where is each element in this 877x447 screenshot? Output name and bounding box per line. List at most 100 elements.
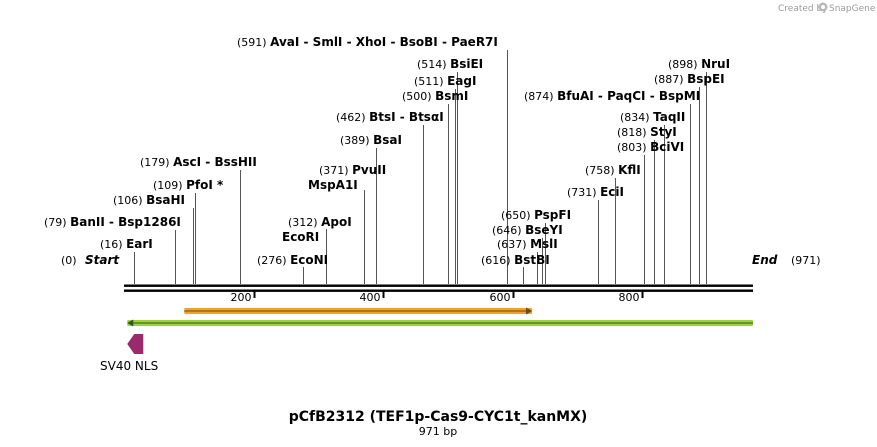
- enzyme-separator: -: [438, 35, 451, 49]
- enzyme-name[interactable]: BtsI: [369, 110, 396, 124]
- cut-site-label[interactable]: (500) BsmI: [402, 89, 468, 103]
- cut-site-position: (591): [237, 36, 270, 49]
- feature-green-bar[interactable]: [127, 319, 753, 327]
- cut-site-position: (898): [668, 58, 701, 71]
- cut-site-label[interactable]: (818) StyI: [617, 125, 677, 139]
- start-position: (0): [61, 254, 77, 267]
- cut-site-position: (276): [257, 254, 290, 267]
- cut-site-label[interactable]: (514) BsiEI: [417, 57, 483, 71]
- cut-site-label[interactable]: (898) NruI: [668, 57, 730, 71]
- cut-site-label[interactable]: (462) BtsI - BtsαI: [336, 110, 444, 124]
- cut-site-label[interactable]: (371) PvuII: [319, 163, 386, 177]
- enzyme-name[interactable]: PspFI: [534, 208, 571, 222]
- plasmid-title: pCfB2312 (TEF1p-Cas9-CYC1t_kanMX): [289, 409, 588, 425]
- cut-site-label[interactable]: (312) ApoI: [288, 215, 352, 229]
- cut-site-position: (312): [288, 216, 321, 229]
- cut-site-label[interactable]: (803) BciVI: [617, 140, 684, 154]
- enzyme-name[interactable]: BspEI: [687, 72, 725, 86]
- cut-site-position: (500): [402, 90, 435, 103]
- enzyme-name[interactable]: PvuII: [352, 163, 386, 177]
- enzyme-name[interactable]: EagI: [447, 74, 476, 88]
- enzyme-name[interactable]: BsoBI: [400, 35, 438, 49]
- enzyme-separator: -: [646, 89, 659, 103]
- cut-site-position: (818): [617, 126, 650, 139]
- ruler-tick-label: 600: [490, 291, 511, 304]
- enzyme-name[interactable]: MspA1I: [308, 178, 358, 192]
- end-position: (971): [791, 254, 821, 267]
- enzyme-name[interactable]: ApoI: [321, 215, 352, 229]
- cut-site-label[interactable]: (637) MslI: [497, 237, 558, 251]
- sv40-nls-label: SV40 NLS: [100, 359, 158, 373]
- cut-site-label[interactable]: (109) PfoI *: [153, 178, 224, 192]
- enzyme-name[interactable]: BsaHI: [146, 193, 185, 207]
- cut-site-label[interactable]: (887) BspEI: [654, 72, 725, 86]
- cut-site-position: (511): [414, 75, 447, 88]
- enzyme-name[interactable]: BsmI: [435, 89, 468, 103]
- enzyme-name[interactable]: AscI: [173, 155, 201, 169]
- cut-site-label[interactable]: (106) BsaHI: [113, 193, 185, 207]
- cut-site-label[interactable]: (616) BstBI: [481, 253, 550, 267]
- enzyme-name[interactable]: BtsαI: [409, 110, 444, 124]
- enzyme-name[interactable]: PaeR7I: [451, 35, 498, 49]
- cut-site-label[interactable]: (511) EagI: [414, 74, 476, 88]
- enzyme-name[interactable]: BanII: [70, 215, 105, 229]
- enzyme-name[interactable]: BsaI: [373, 133, 402, 147]
- cut-site-label[interactable]: (646) BseYI: [492, 223, 563, 237]
- feature-orange-bar[interactable]: [184, 307, 533, 315]
- feature-sv40-nls[interactable]: [127, 334, 144, 354]
- cut-site-label[interactable]: (179) AscI - BssHII: [140, 155, 257, 169]
- enzyme-name[interactable]: EarI: [126, 237, 153, 251]
- enzyme-name[interactable]: BstBI: [514, 253, 550, 267]
- enzyme-name[interactable]: BspMI: [659, 89, 700, 103]
- cut-site-leaders: [134, 50, 707, 284]
- cut-site-label[interactable]: (874) BfuAI - PaqCI - BspMI: [524, 89, 700, 103]
- cut-site-label[interactable]: (650) PspFI: [501, 208, 571, 222]
- enzyme-name[interactable]: SmlI: [313, 35, 343, 49]
- cut-site-label[interactable]: (591) AvaI - SmlI - XhoI - BsoBI - PaeR7…: [237, 35, 498, 49]
- cut-site-label[interactable]: MspA1I: [308, 178, 358, 192]
- cut-site-position: (731): [567, 186, 600, 199]
- end-label: End: [752, 253, 778, 267]
- enzyme-name[interactable]: StyI: [650, 125, 677, 139]
- enzyme-name[interactable]: TaqII: [653, 110, 685, 124]
- enzyme-name[interactable]: AvaI: [270, 35, 299, 49]
- ruler-tick-label: 400: [360, 291, 381, 304]
- cut-site-position: (79): [44, 216, 70, 229]
- cut-site-label[interactable]: EcoRI: [282, 230, 319, 244]
- snapgene-logo-icon: [818, 2, 828, 12]
- cut-site-position: (650): [501, 209, 534, 222]
- cut-site-label[interactable]: (276) EcoNI: [257, 253, 328, 267]
- enzyme-name[interactable]: EcoRI: [282, 230, 319, 244]
- enzyme-separator: -: [594, 89, 607, 103]
- enzyme-name[interactable]: PfoI *: [186, 178, 224, 192]
- ruler-ticks: 200 400 600 800: [231, 291, 644, 304]
- enzyme-name[interactable]: BseYI: [525, 223, 563, 237]
- cut-site-label[interactable]: (731) EciI: [567, 185, 624, 199]
- enzyme-name[interactable]: BssHII: [214, 155, 256, 169]
- cut-site-position: (16): [100, 238, 126, 251]
- cut-site-label[interactable]: (389) BsaI: [340, 133, 402, 147]
- enzyme-separator: -: [342, 35, 355, 49]
- enzyme-name[interactable]: NruI: [701, 57, 730, 71]
- cut-site-position: (179): [140, 156, 173, 169]
- enzyme-name[interactable]: EciI: [600, 185, 624, 199]
- cut-site-position: (389): [340, 134, 373, 147]
- enzyme-name[interactable]: PaqCI: [607, 89, 645, 103]
- enzyme-name[interactable]: BciVI: [650, 140, 684, 154]
- cut-site-position: (462): [336, 111, 369, 124]
- cut-site-label[interactable]: (758) KflI: [585, 163, 641, 177]
- enzyme-name[interactable]: KflI: [618, 163, 641, 177]
- enzyme-name[interactable]: BsiEI: [450, 57, 483, 71]
- enzyme-name[interactable]: XhoI: [356, 35, 387, 49]
- enzyme-name[interactable]: BfuAI: [557, 89, 594, 103]
- enzyme-name[interactable]: MslI: [530, 237, 558, 251]
- cut-site-label[interactable]: (79) BanII - Bsp1286I: [44, 215, 181, 229]
- cut-site-label[interactable]: (16) EarI: [100, 237, 153, 251]
- enzyme-name[interactable]: Bsp1286I: [118, 215, 181, 229]
- enzyme-separator: -: [105, 215, 118, 229]
- enzyme-separator: -: [201, 155, 214, 169]
- enzyme-name[interactable]: EcoNI: [290, 253, 328, 267]
- credit-brand: SnapGene: [829, 4, 876, 14]
- cut-site-label[interactable]: (834) TaqII: [620, 110, 685, 124]
